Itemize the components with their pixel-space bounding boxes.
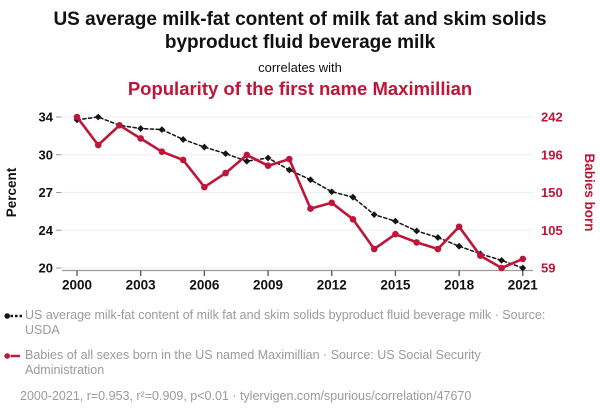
x-axis-tick-label: 2012	[317, 277, 347, 292]
data-point-circle	[222, 169, 229, 177]
data-point-circle	[285, 155, 293, 162]
data-point-circle	[413, 238, 420, 246]
data-point-circle	[264, 161, 272, 169]
data-point-diamond	[455, 242, 463, 250]
chart-canvas: 34 242 30 196 27 150 24 105 20 59 2000 2003 2006 2009…	[4, 109, 597, 292]
data-point-circle	[243, 151, 251, 158]
milk-fat-legend-marker-icon	[4, 312, 22, 319]
left-axis-tick-label: 34	[39, 109, 54, 124]
data-point-diamond	[434, 233, 442, 241]
data-point-diamond	[413, 227, 421, 234]
right-axis-tick-label: 105	[541, 222, 563, 237]
data-point-circle	[201, 183, 208, 191]
left-axis-tick-label: 24	[39, 222, 54, 237]
data-point-circle	[434, 245, 442, 252]
data-point-circle	[392, 230, 399, 238]
x-axis-tick-label: 2006	[189, 277, 220, 292]
data-point-diamond	[285, 166, 293, 173]
data-point-diamond	[370, 210, 378, 218]
right-axis-tick-label: 59	[541, 260, 555, 275]
x-axis-tick-label: 2000	[62, 277, 92, 292]
stats-caption: 2000-2021, r=0.953, r²=0.909, p<0.01 · t…	[20, 388, 472, 403]
data-point-circle	[137, 134, 144, 142]
x-axis-tick-label: 2015	[380, 277, 411, 292]
chart-title: US average milk-fat content of milk fat …	[53, 9, 547, 53]
legend-item-maximillian: Babies of all sexes born in the US named…	[4, 348, 600, 379]
x-axis-tick-label: 2003	[126, 277, 157, 292]
x-axis-tick-label: 2018	[444, 277, 475, 292]
series-line-0	[76, 115, 524, 269]
data-point-circle	[349, 215, 357, 223]
data-point-diamond	[264, 154, 272, 161]
data-point-circle	[328, 199, 336, 206]
left-axis-tick-label: 30	[39, 147, 53, 162]
data-point-diamond	[498, 256, 505, 264]
right-axis-tick-label: 242	[541, 109, 563, 124]
data-point-circle	[455, 223, 463, 230]
data-point-circle	[498, 264, 505, 271]
left-axis-tick-label: 27	[39, 185, 53, 200]
data-point-circle	[477, 251, 484, 259]
data-point-diamond	[200, 143, 208, 151]
data-point-circle	[307, 204, 314, 212]
data-point-circle	[179, 156, 187, 163]
data-point-diamond	[349, 193, 357, 201]
series-line-1	[75, 115, 525, 269]
right-axis-title: Babies born	[582, 153, 597, 231]
correlates-with-label: correlates with	[258, 59, 342, 75]
data-point-diamond	[307, 175, 314, 183]
chart-header: US average milk-fat content of milk fat …	[0, 9, 600, 100]
left-axis-tick-label: 20	[39, 260, 53, 275]
data-point-diamond	[328, 187, 336, 195]
right-axis-tick-label: 196	[541, 147, 563, 162]
legend-label-maximillian: Babies of all sexes born in the US named…	[25, 347, 481, 378]
data-point-diamond	[243, 157, 251, 165]
data-point-diamond	[179, 135, 187, 143]
legend-item-milk-fat: US average milk-fat content of milk fat …	[4, 308, 600, 339]
data-point-diamond	[94, 113, 102, 120]
data-point-circle	[158, 147, 166, 155]
data-point-diamond	[137, 124, 145, 132]
maximillian-legend-marker-icon	[4, 352, 20, 359]
data-point-diamond	[392, 217, 399, 225]
data-point-circle	[94, 141, 102, 148]
data-point-circle	[370, 245, 378, 252]
x-axis-tick-label: 2021	[508, 277, 539, 292]
data-point-circle	[116, 121, 123, 129]
data-point-diamond	[158, 125, 166, 133]
data-point-diamond	[222, 149, 229, 157]
chart-subtitle: Popularity of the first name Maximillian	[127, 77, 473, 99]
data-point-circle	[519, 255, 527, 262]
left-axis-title: Percent	[4, 167, 19, 217]
legend-label-milk-fat: US average milk-fat content of milk fat …	[25, 307, 546, 338]
chart-legend: US average milk-fat content of milk fat …	[4, 308, 600, 379]
data-point-circle	[73, 113, 81, 120]
x-axis-tick-label: 2009	[253, 277, 283, 292]
right-axis-tick-label: 150	[541, 185, 563, 200]
